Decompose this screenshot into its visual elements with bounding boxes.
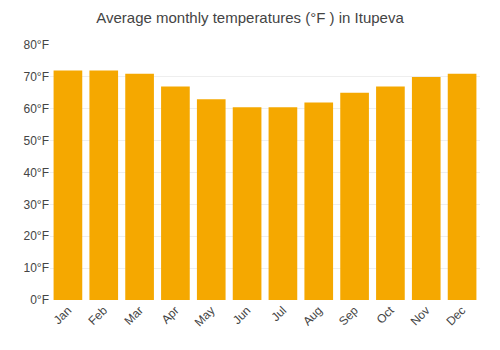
svg-text:40°F: 40°F <box>24 166 49 180</box>
svg-text:80°F: 80°F <box>24 38 49 52</box>
svg-text:Average monthly temperatures (: Average monthly temperatures (°F ) in It… <box>96 9 404 26</box>
svg-text:30°F: 30°F <box>24 198 49 212</box>
svg-text:60°F: 60°F <box>24 102 49 116</box>
svg-text:May: May <box>192 303 218 329</box>
svg-text:50°F: 50°F <box>24 134 49 148</box>
svg-text:Dec: Dec <box>443 303 468 328</box>
svg-text:Apr: Apr <box>159 303 182 326</box>
svg-text:70°F: 70°F <box>24 70 49 84</box>
svg-text:Jul: Jul <box>269 303 290 324</box>
svg-text:20°F: 20°F <box>24 229 49 243</box>
svg-text:Nov: Nov <box>408 303 433 328</box>
svg-text:Sep: Sep <box>336 303 361 328</box>
svg-text:Jan: Jan <box>51 303 75 327</box>
svg-text:Jun: Jun <box>230 303 254 327</box>
svg-text:Mar: Mar <box>121 303 146 328</box>
svg-text:0°F: 0°F <box>30 293 49 307</box>
svg-text:10°F: 10°F <box>24 261 49 275</box>
svg-text:Oct: Oct <box>374 303 398 327</box>
svg-text:Feb: Feb <box>86 303 111 328</box>
svg-text:Aug: Aug <box>300 303 325 328</box>
